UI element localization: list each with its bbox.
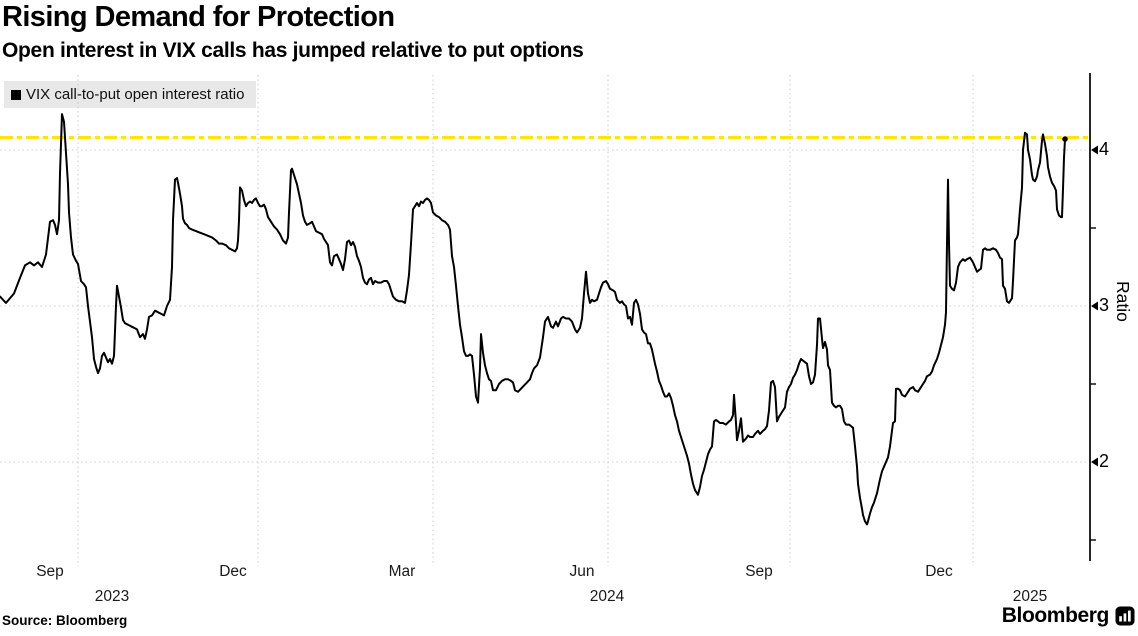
x-year-label: 2024 bbox=[589, 588, 625, 605]
series-end-dot bbox=[1062, 136, 1068, 142]
y-tick-label: 4 bbox=[1099, 139, 1110, 159]
y-tick-arrow-icon bbox=[1091, 301, 1098, 311]
source-note: Source: Bloomberg bbox=[2, 613, 128, 628]
series-line bbox=[0, 113, 1066, 526]
legend-marker-icon bbox=[11, 89, 21, 100]
x-month-label: Sep bbox=[36, 563, 64, 580]
x-month-label: Dec bbox=[219, 563, 247, 580]
y-tick-label: 3 bbox=[1099, 295, 1110, 315]
x-month-label: Jun bbox=[569, 563, 595, 580]
x-year-label: 2025 bbox=[1012, 588, 1048, 605]
y-tick-label: 2 bbox=[1099, 451, 1110, 471]
y-axis-title: Ratio bbox=[1113, 281, 1133, 322]
bloomberg-wordmark: Bloomberg bbox=[1001, 604, 1110, 627]
y-tick-arrow-icon bbox=[1091, 145, 1098, 155]
bloomberg-chart-icon bbox=[1115, 606, 1135, 626]
legend-label: VIX call-to-put open interest ratio bbox=[26, 86, 245, 103]
bloomberg-logo: Bloomberg bbox=[1002, 604, 1135, 628]
x-month-label: Dec bbox=[925, 563, 953, 580]
page-title: Rising Demand for Protection bbox=[2, 1, 395, 33]
legend: VIX call-to-put open interest ratio bbox=[4, 81, 257, 108]
chart-subtitle: Open interest in VIX calls has jumped re… bbox=[2, 39, 584, 62]
x-month-label: Sep bbox=[745, 563, 773, 580]
x-year-label: 2023 bbox=[94, 588, 130, 605]
y-tick-arrow-icon bbox=[1091, 457, 1098, 467]
x-month-label: Mar bbox=[388, 563, 416, 580]
